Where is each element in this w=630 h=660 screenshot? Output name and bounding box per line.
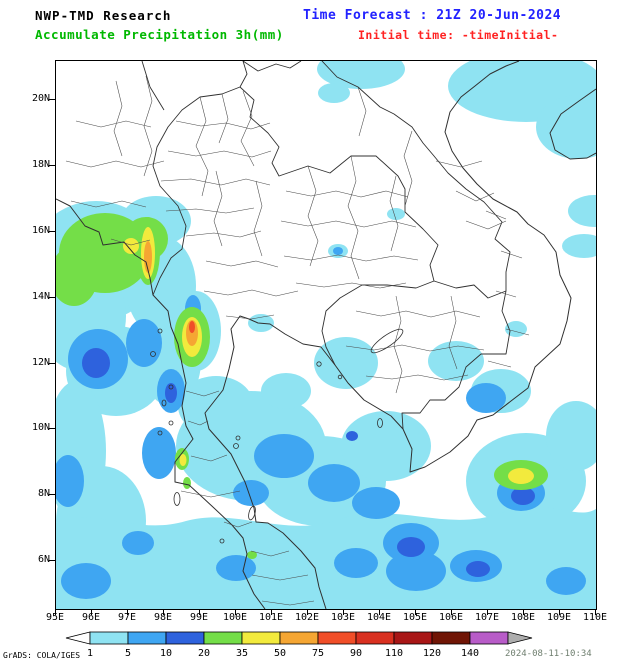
lon-label: 105E (402, 612, 428, 623)
coastline (56, 61, 596, 609)
legend-value: 35 (236, 648, 248, 659)
product-title: Accumulate Precipitation 3h(mm) (35, 27, 284, 42)
timestamp: 2024-08-11-10:34 (505, 649, 592, 659)
legend-value: 20 (198, 648, 210, 659)
forecast-time: Time Forecast : 21Z 20-Jun-2024 (303, 8, 562, 23)
legend-value: 90 (350, 648, 362, 659)
legend-swatch (127, 631, 167, 645)
lon-label: 95E (45, 612, 65, 623)
grads-credit: GrADS: COLA/IGES (3, 651, 81, 660)
legend-swatch (279, 631, 319, 645)
lon-tick (271, 609, 272, 615)
legend-swatch (355, 631, 395, 645)
lon-label: 99E (189, 612, 209, 623)
lon-tick (523, 609, 524, 615)
lon-tick (415, 609, 416, 615)
legend-value: 120 (423, 648, 441, 659)
precip-deepblue-layer (82, 348, 535, 577)
lat-tick (49, 231, 55, 233)
legend-value: 1 (87, 648, 93, 659)
lat-label: 12N (31, 356, 50, 368)
lon-label: 102E (294, 612, 320, 623)
initial-time: Initial time: -timeInitial- (358, 28, 559, 42)
legend-swatch (393, 631, 433, 645)
lat-tick (49, 560, 55, 562)
lon-tick (127, 609, 128, 615)
lon-tick (163, 609, 164, 615)
legend-swatch (469, 631, 509, 645)
legend-swatch (89, 631, 129, 645)
lat-label: 6N (37, 554, 50, 566)
lon-tick (307, 609, 308, 615)
legend-swatch (431, 631, 471, 645)
legend-value: 50 (274, 648, 286, 659)
lon-label: 98E (153, 612, 173, 623)
lon-label: 97E (117, 612, 137, 623)
legend-value: 75 (312, 648, 324, 659)
precipitation-map (56, 61, 596, 609)
lat-tick (49, 99, 55, 101)
lon-tick (595, 609, 596, 615)
map-frame (55, 60, 597, 610)
lakes (248, 328, 404, 521)
precip-orange-layer (144, 241, 198, 346)
lon-tick (451, 609, 452, 615)
color-legend: 1 5 10 20 35 50 75 90 110 120 140 (65, 631, 533, 659)
lon-label: 110E (582, 612, 608, 623)
lon-label: 101E (258, 612, 284, 623)
legend-swatch (165, 631, 205, 645)
lon-label: 103E (330, 612, 356, 623)
lon-tick (343, 609, 344, 615)
province-borders (65, 75, 530, 606)
lon-label: 106E (438, 612, 464, 623)
lon-tick (55, 609, 56, 615)
lon-tick (91, 609, 92, 615)
lat-tick (49, 362, 55, 364)
lon-label: 104E (366, 612, 392, 623)
lon-tick (235, 609, 236, 615)
lat-tick (49, 428, 55, 430)
lat-tick (49, 494, 55, 496)
legend-swatch (203, 631, 243, 645)
lon-tick (487, 609, 488, 615)
legend-left-arrow (65, 631, 91, 645)
legend-value: 140 (461, 648, 479, 659)
lat-label: 14N (31, 290, 50, 302)
lat-label: 18N (31, 159, 50, 171)
lon-tick (379, 609, 380, 615)
lon-tick (199, 609, 200, 615)
lon-label: 109E (546, 612, 572, 623)
legend-right-arrow (507, 631, 533, 645)
lon-label: 100E (222, 612, 248, 623)
legend-value: 10 (160, 648, 172, 659)
legend-value: 110 (385, 648, 403, 659)
research-title: NWP-TMD Research (35, 8, 172, 23)
lat-tick (49, 296, 55, 298)
lat-label: 16N (31, 225, 50, 237)
lon-label: 96E (81, 612, 101, 623)
country-borders (141, 61, 511, 430)
lon-label: 107E (474, 612, 500, 623)
lat-label: 10N (31, 422, 50, 434)
islands (150, 328, 383, 544)
legend-value: 5 (125, 648, 131, 659)
lat-label: 8N (37, 488, 50, 500)
legend-swatch (317, 631, 357, 645)
lon-tick (559, 609, 560, 615)
legend-swatch (241, 631, 281, 645)
lat-tick (49, 165, 55, 167)
lat-label: 20N (31, 93, 50, 105)
lon-label: 108E (510, 612, 536, 623)
precip-red-layer (189, 321, 195, 333)
